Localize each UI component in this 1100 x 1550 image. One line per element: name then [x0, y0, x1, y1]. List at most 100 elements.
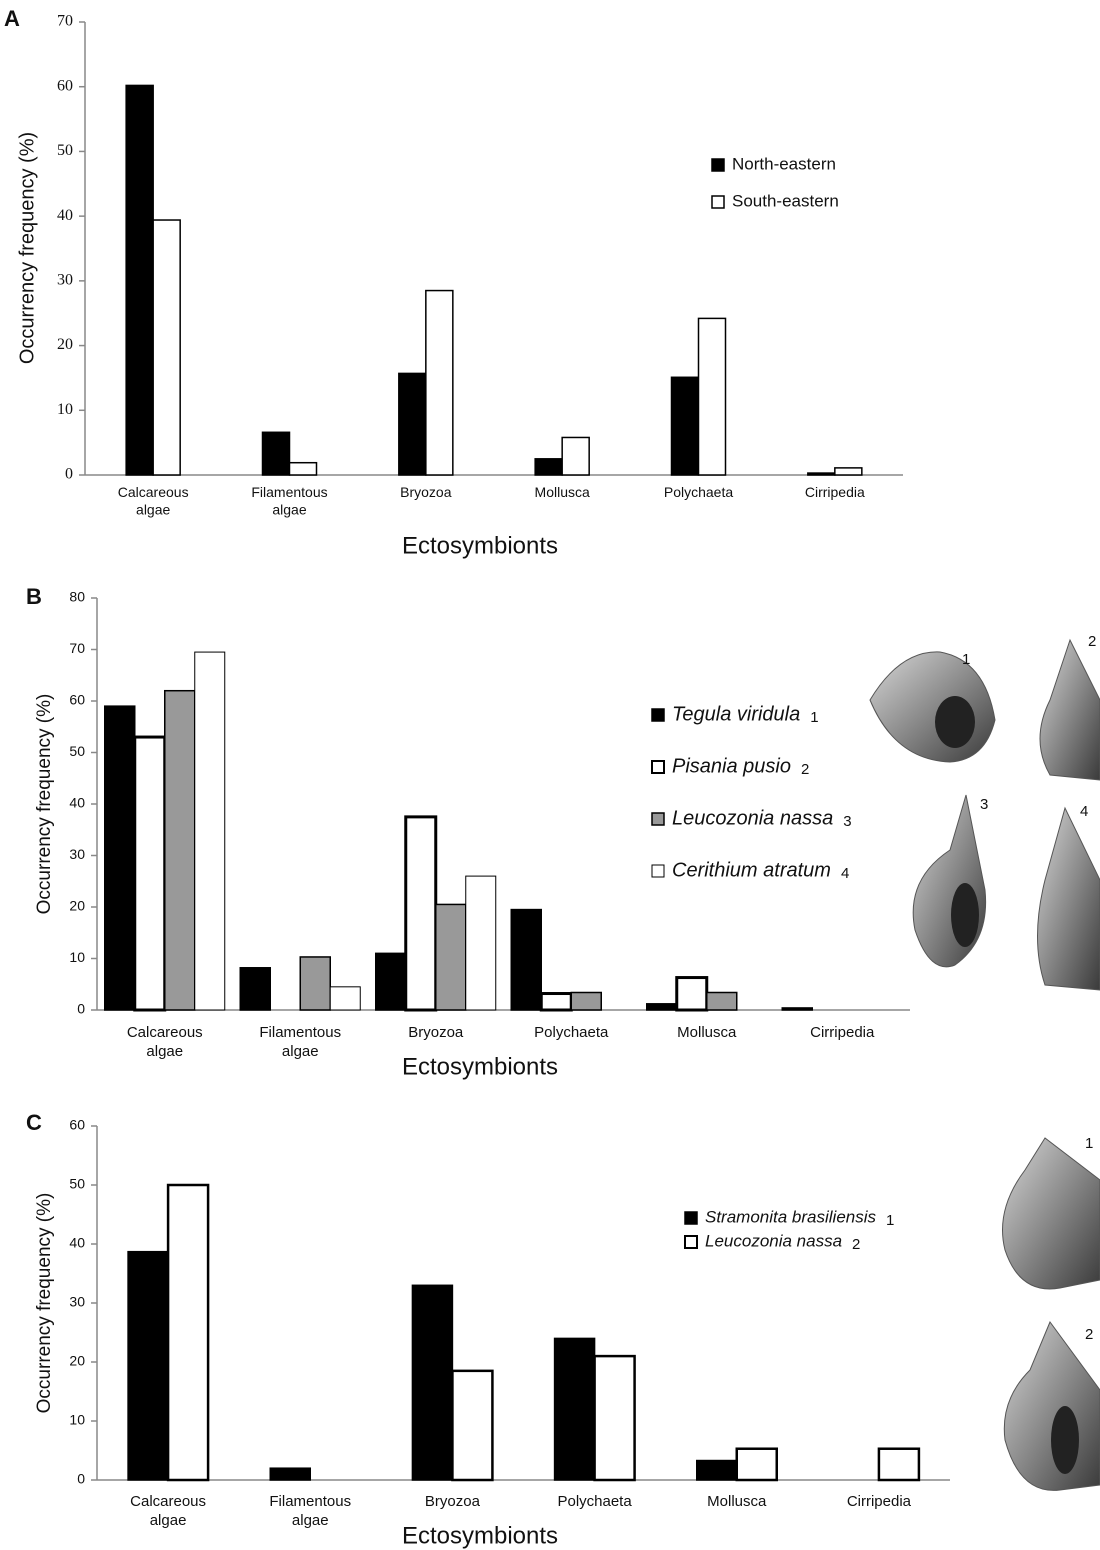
- legend-swatch: [711, 195, 725, 209]
- x-tick-label: Filamentous algae: [251, 484, 327, 518]
- bar: [534, 458, 563, 476]
- bar: [411, 1284, 454, 1481]
- y-tick-label: 70: [69, 640, 85, 656]
- bar: [194, 651, 226, 1011]
- legend-label: Leucozonia nassa: [672, 807, 833, 829]
- bar: [735, 1447, 778, 1482]
- y-tick-label: 60: [69, 1117, 85, 1133]
- y-tick-label: 70: [57, 13, 73, 30]
- shell: [1002, 1137, 1100, 1290]
- y-tick-label: 20: [57, 336, 73, 353]
- x-tick-label: Calcareous algae: [118, 484, 189, 518]
- bar: [807, 472, 836, 476]
- bar: [696, 1459, 738, 1481]
- y-tick-label: 30: [69, 846, 85, 862]
- y-tick-label: 60: [69, 692, 85, 708]
- legend-tag: 1: [810, 709, 818, 726]
- shell-number: 2: [1085, 1326, 1093, 1343]
- y-tick-label: 40: [69, 795, 85, 811]
- legend-label: Tegula viridula: [672, 703, 800, 725]
- legend-label: Leucozonia nassa: [705, 1231, 842, 1250]
- bar: [539, 992, 573, 1012]
- x-tick-label: Cirripedia: [810, 1024, 875, 1041]
- legend-swatch: [651, 760, 665, 774]
- bar: [104, 705, 136, 1011]
- shell-aperture: [1051, 1406, 1079, 1474]
- y-tick-label: 10: [69, 949, 85, 965]
- bar: [425, 289, 454, 476]
- bar: [288, 461, 318, 476]
- x-tick-label: Bryozoa: [400, 484, 452, 500]
- bar: [133, 735, 167, 1012]
- bar: [152, 219, 181, 476]
- x-tick-label: Cirripedia: [805, 484, 865, 500]
- y-axis-title: Occurrency frequency (%): [16, 132, 38, 364]
- bar: [561, 436, 590, 476]
- x-tick-label: Calcareous algae: [130, 1493, 206, 1529]
- legend-tag: 3: [843, 813, 851, 830]
- shell-number: 2: [1088, 633, 1096, 650]
- y-tick-label: 20: [69, 898, 85, 914]
- y-tick-label: 80: [69, 589, 85, 605]
- x-tick-label: Polychaeta: [557, 1493, 632, 1510]
- bar: [329, 986, 361, 1011]
- legend-swatch: [651, 864, 665, 878]
- legend-label: Cerithium atratum: [672, 859, 831, 881]
- legend-label: South-eastern: [732, 191, 839, 210]
- bar: [404, 815, 438, 1012]
- x-tick-label: Polychaeta: [534, 1024, 609, 1041]
- y-tick-label: 50: [69, 743, 85, 759]
- bar: [451, 1369, 494, 1482]
- x-tick-label: Bryozoa: [425, 1493, 481, 1510]
- bar: [646, 1003, 678, 1011]
- bar: [706, 991, 738, 1011]
- y-tick-label: 0: [77, 1471, 85, 1487]
- y-tick-label: 40: [69, 1235, 85, 1251]
- legend-swatch: [684, 1235, 698, 1249]
- shell-aperture: [951, 883, 979, 947]
- bar: [834, 467, 863, 476]
- bar: [877, 1447, 921, 1482]
- y-tick-label: 10: [69, 1412, 85, 1428]
- bar: [127, 1250, 169, 1481]
- legend-tag: 2: [852, 1236, 860, 1253]
- bar: [435, 903, 467, 1011]
- y-tick-label: 0: [77, 1001, 85, 1017]
- x-axis-title: Ectosymbionts: [402, 1053, 558, 1080]
- shell: [1039, 638, 1100, 781]
- shell-number: 4: [1080, 803, 1088, 820]
- bar: [553, 1337, 596, 1481]
- x-tick-label: Filamentous algae: [269, 1493, 351, 1529]
- bar: [398, 372, 427, 476]
- y-tick-label: 50: [69, 1176, 85, 1192]
- x-tick-label: Bryozoa: [408, 1024, 464, 1041]
- legend-tag: 2: [801, 761, 809, 778]
- legend-tag: 4: [841, 865, 849, 882]
- shell-number: 3: [980, 796, 988, 813]
- y-tick-label: 50: [57, 142, 73, 159]
- shell-aperture: [935, 696, 975, 748]
- shell-illustrations: 1 2 3 4 1 2: [869, 633, 1100, 1491]
- x-tick-label: Mollusca: [535, 484, 590, 500]
- bar: [125, 84, 154, 476]
- shell: [1003, 1320, 1100, 1491]
- x-tick-label: Cirripedia: [847, 1493, 912, 1510]
- y-tick-label: 20: [69, 1353, 85, 1369]
- y-tick-label: 60: [57, 77, 73, 94]
- bar: [675, 976, 709, 1012]
- panel-letter: C: [26, 1110, 42, 1135]
- bar: [166, 1183, 210, 1482]
- x-tick-label: Mollusca: [707, 1493, 767, 1510]
- bar: [261, 431, 291, 476]
- shell: [1037, 806, 1100, 991]
- bar: [570, 991, 602, 1011]
- y-tick-label: 30: [57, 272, 73, 289]
- y-axis-title: Occurrency frequency (%): [34, 1193, 55, 1414]
- bar: [697, 317, 727, 476]
- shell-number: 1: [962, 651, 970, 668]
- panel-letter: B: [26, 584, 42, 609]
- bar: [299, 956, 331, 1011]
- bar: [593, 1354, 636, 1482]
- bar: [239, 967, 271, 1011]
